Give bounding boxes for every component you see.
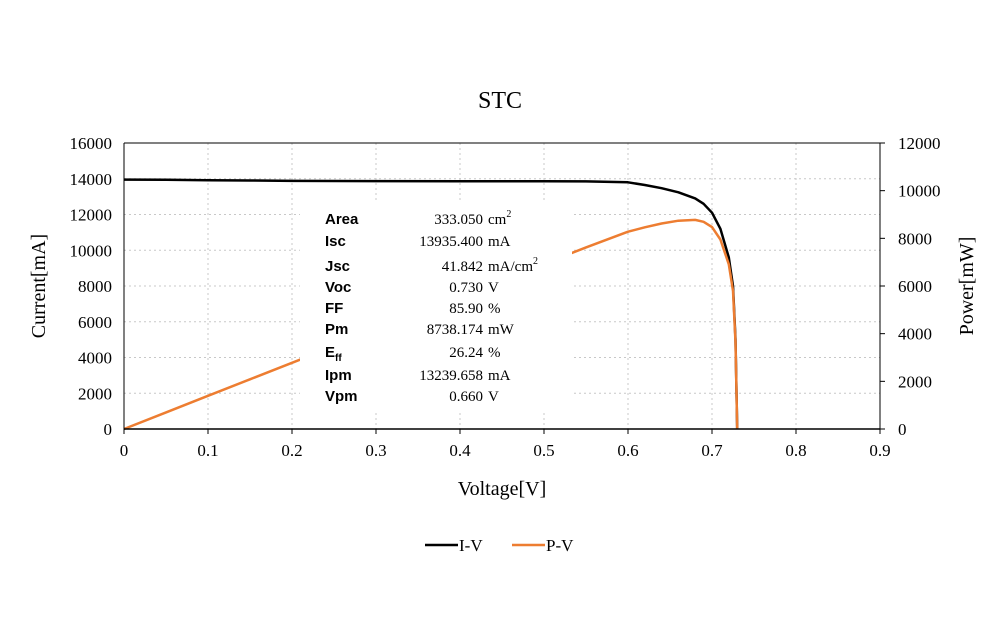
y2-tick-label: 4000 — [898, 325, 932, 344]
param-unit-text: mW — [488, 322, 515, 338]
param-unit: % — [488, 345, 501, 361]
param-value: 13935.400 — [419, 234, 483, 250]
param-unit: V — [488, 389, 499, 405]
x-tick-label: 0.1 — [197, 441, 218, 460]
y-tick-label: 2000 — [78, 384, 112, 403]
param-unit-text: V — [488, 280, 499, 296]
y-tick-label: 4000 — [78, 349, 112, 368]
param-label: Pm — [325, 321, 348, 338]
axes: 0 0.1 0.2 0.3 0.4 0.5 0.6 0.7 0.8 0.9 0 2000 4000 600… — [70, 134, 941, 460]
x-tick-label: 0.2 — [281, 441, 302, 460]
param-value: 85.90 — [449, 301, 483, 317]
x-tick-label: 0.6 — [617, 441, 638, 460]
param-label-text: Area — [325, 211, 359, 228]
param-unit-text: mA — [488, 368, 511, 384]
param-unit: mA/cm2 — [488, 256, 538, 275]
y-tick-label: 8000 — [78, 277, 112, 296]
y-axis-label: Current[mA] — [28, 234, 50, 338]
param-unit-text: cm — [488, 212, 507, 228]
param-unit-text: mA — [488, 234, 511, 250]
param-value: 333.050 — [434, 212, 483, 228]
param-label: Vpm — [325, 388, 358, 405]
param-value: 41.842 — [442, 259, 483, 275]
x-tick-label: 0.8 — [785, 441, 806, 460]
param-label: FF — [325, 300, 343, 317]
y-tick-label: 6000 — [78, 313, 112, 332]
param-label-text: Jsc — [325, 258, 350, 275]
param-label-text: Voc — [325, 279, 351, 296]
x-axis-label: Voltage[V] — [458, 478, 547, 500]
param-label: Jsc — [325, 258, 350, 275]
param-label-text: Isc — [325, 233, 346, 250]
param-label: Ipm — [325, 367, 352, 384]
param-value: 13239.658 — [419, 368, 483, 384]
param-unit: V — [488, 280, 499, 296]
param-value: 26.24 — [449, 345, 483, 361]
param-label-subscript: ff — [335, 353, 342, 364]
param-unit-text: V — [488, 389, 499, 405]
x-tick-label: 0 — [120, 441, 129, 460]
param-unit-superscript: 2 — [533, 256, 538, 267]
x-tick-label: 0.7 — [701, 441, 723, 460]
param-label-text: Pm — [325, 321, 348, 338]
param-label-text: Vpm — [325, 388, 358, 405]
y2-tick-label: 2000 — [898, 372, 932, 391]
x-tick-label: 0.9 — [869, 441, 890, 460]
param-unit-text: % — [488, 345, 501, 361]
param-unit-text: % — [488, 301, 501, 317]
param-unit: cm2 — [488, 209, 511, 228]
y-tick-label: 12000 — [70, 206, 113, 225]
param-value: 8738.174 — [427, 322, 484, 338]
y2-tick-label: 12000 — [898, 134, 941, 153]
parameter-table-background — [300, 202, 572, 410]
y-tick-label: 14000 — [70, 170, 113, 189]
param-value: 0.660 — [449, 389, 483, 405]
param-label: Eff — [325, 344, 342, 364]
x-tick-label: 0.5 — [533, 441, 554, 460]
param-value: 0.730 — [449, 280, 483, 296]
param-unit: % — [488, 301, 501, 317]
param-unit: mA — [488, 234, 511, 250]
param-unit-superscript: 2 — [506, 209, 511, 220]
y-tick-label: 16000 — [70, 134, 113, 153]
param-unit: mA — [488, 368, 511, 384]
y2-tick-label: 6000 — [898, 277, 932, 296]
y-tick-label: 0 — [104, 420, 113, 439]
y2-tick-label: 8000 — [898, 229, 932, 248]
param-label: Isc — [325, 233, 346, 250]
gridlines — [124, 143, 880, 429]
series-lines — [123, 178, 739, 431]
param-label-text: FF — [325, 300, 343, 317]
y-tick-label: 10000 — [70, 241, 113, 260]
x-tick-label: 0.4 — [449, 441, 471, 460]
legend-label-i-v: I-V — [459, 536, 483, 555]
x-tick-label: 0.3 — [365, 441, 386, 460]
param-label-text: E — [325, 344, 335, 361]
chart-title: STC — [478, 88, 522, 114]
param-unit-text: mA/cm — [488, 259, 533, 275]
y2-tick-label: 10000 — [898, 182, 941, 201]
param-label: Voc — [325, 279, 351, 296]
param-label-text: Ipm — [325, 367, 352, 384]
y2-tick-label: 0 — [898, 420, 907, 439]
legend-label-p-v: P-V — [546, 536, 574, 555]
param-label: Area — [325, 211, 359, 228]
legend: I-V P-V — [425, 536, 574, 555]
y2-axis-label: Power[mW] — [956, 237, 978, 336]
param-unit: mW — [488, 322, 515, 338]
